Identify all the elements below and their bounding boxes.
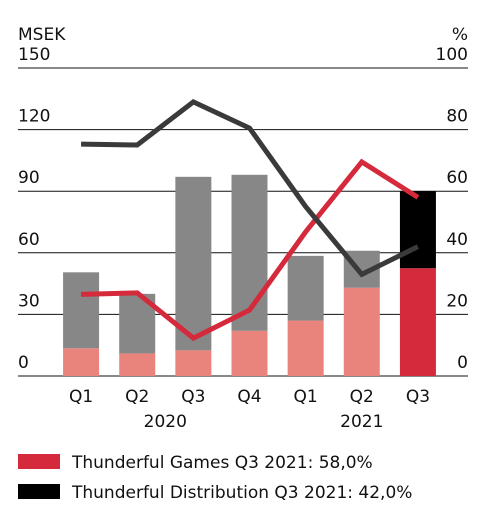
bar-segment — [287, 320, 324, 376]
y2-tick-label: 20 — [446, 291, 468, 311]
x-tick-label: Q2 — [350, 387, 374, 407]
y2-tick-label: 60 — [446, 168, 468, 188]
legend-swatch — [18, 484, 60, 499]
bar-segment — [231, 330, 268, 376]
y-tick-label: 0 — [18, 353, 29, 373]
y-tick-label: 150 — [18, 45, 50, 65]
x-group-label: 2021 — [340, 412, 383, 432]
bar-segment — [175, 176, 212, 351]
x-tick-label: Q3 — [406, 387, 430, 407]
y2-tick-label: 0 — [457, 353, 468, 373]
x-tick-label: Q1 — [294, 387, 318, 407]
x-tick-label: Q2 — [125, 387, 149, 407]
y-tick-label: 30 — [18, 291, 40, 311]
bar-segment — [399, 268, 436, 376]
bar-segment — [231, 174, 268, 331]
x-tick-label: Q3 — [181, 387, 205, 407]
line — [81, 98, 420, 278]
line — [81, 158, 420, 342]
bar-segment — [287, 255, 324, 321]
legend-swatch — [18, 454, 60, 469]
legend-label: Thunderful Distribution Q3 2021: 42,0% — [71, 483, 412, 503]
bar-segment — [399, 191, 436, 269]
y-tick-label: 60 — [18, 230, 40, 250]
y2-tick-label: 40 — [446, 230, 468, 250]
bar-segment — [119, 353, 156, 376]
x-group-label: 2020 — [144, 412, 187, 432]
y-axis-label: MSEK — [18, 25, 66, 45]
y2-tick-label: 100 — [436, 45, 468, 65]
bar-segment — [175, 350, 212, 376]
y2-tick-label: 80 — [446, 107, 468, 127]
bar-segment — [63, 272, 100, 349]
bar-segment — [63, 348, 100, 376]
x-tick-label: Q4 — [237, 387, 261, 407]
y2-axis-label: % — [452, 25, 468, 45]
y-tick-label: 90 — [18, 168, 40, 188]
y-tick-label: 120 — [18, 107, 50, 127]
x-tick-label: Q1 — [69, 387, 93, 407]
legend-label: Thunderful Games Q3 2021: 58,0% — [71, 453, 373, 473]
bar-segment — [343, 287, 380, 376]
